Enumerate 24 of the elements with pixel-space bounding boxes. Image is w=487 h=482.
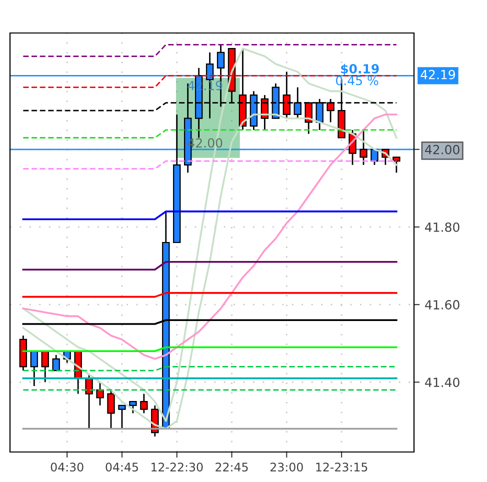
- candlestick: [107, 389, 115, 430]
- candlestick: [96, 381, 104, 406]
- ref-line-label: 42.19: [420, 70, 455, 80]
- y-tick-label: 41.80: [425, 222, 460, 232]
- y-tick-label: 41.40: [425, 378, 460, 388]
- x-tick-label: 04:30: [50, 462, 84, 472]
- line-series: [22, 114, 398, 360]
- candlestick: [360, 129, 368, 166]
- x-tick-label: 23:00: [270, 462, 303, 472]
- y-tick-label: 41.60: [425, 300, 460, 310]
- candlestick: [52, 354, 60, 372]
- annotation: $0.19: [341, 64, 379, 76]
- annotation: 0.45 %: [336, 76, 378, 86]
- candlestick: [392, 156, 400, 174]
- candlestick: [118, 404, 126, 430]
- x-tick-label: 12-22:30: [152, 462, 203, 472]
- x-tick-label: 12-23:15: [316, 462, 368, 472]
- y-tick-label: 42.00: [425, 144, 460, 154]
- line-series: [22, 48, 398, 422]
- x-tick-label: 04:45: [106, 462, 138, 472]
- x-tick-label: 22:45: [216, 462, 248, 472]
- candlestick: [85, 374, 93, 430]
- candlestick: [140, 393, 148, 414]
- candlestick: [129, 400, 137, 414]
